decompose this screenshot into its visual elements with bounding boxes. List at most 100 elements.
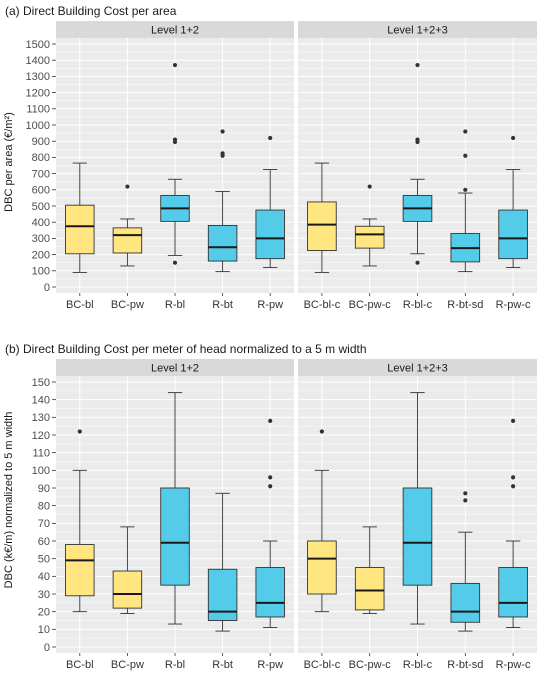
x-tick-label: BC-pw-c (349, 299, 392, 311)
y-tick-label: 1000 (26, 120, 50, 132)
chart-b: (b) Direct Building Cost per meter of he… (3, 342, 537, 671)
y-tick-label: 80 (38, 500, 50, 512)
y-tick-label: 130 (32, 412, 50, 424)
box-R-bt (207, 492, 238, 632)
outlier-point (463, 187, 468, 192)
outlier-point (463, 153, 468, 158)
box-iqr (112, 570, 143, 609)
y-tick-label: 100 (32, 266, 50, 278)
chart-a-panel-level123: Level 1+2+3 BC-bl-c BC-pw-c R-bl-c R-bt-sd R… (298, 21, 537, 311)
box-iqr (498, 567, 528, 618)
x-tick-label: R-bl-c (403, 299, 433, 311)
y-tick-label: 10 (38, 624, 50, 636)
box-iqr (65, 544, 95, 597)
box-BC-pw (112, 526, 143, 614)
box-R-bt (207, 129, 238, 273)
chart-b-strip-level12-label: Level 1+2 (151, 363, 199, 375)
box-iqr (207, 224, 238, 262)
outlier-point (268, 418, 273, 423)
chart-b-panel-level123-boxes (307, 392, 528, 632)
box-BC-pw (112, 184, 143, 267)
box-iqr (112, 227, 143, 254)
y-tick-label: 500 (32, 201, 50, 213)
chart-b-y-ticks: 0 10 20 30 40 50 60 70 80 90 100 110 120 130 140 150 (32, 377, 56, 654)
box-R-pw-c (498, 418, 528, 629)
y-tick-label: 150 (32, 377, 50, 389)
y-tick-label: 600 (32, 185, 50, 197)
chart-b-y-axis-label: DBC (k€/m) normalized to 5 m width (3, 412, 15, 589)
x-tick-label: R-pw (257, 299, 283, 311)
box-BC-pw-c (354, 184, 385, 267)
chart-a-y-ticks: 0 100 200 300 400 500 600 700 800 900 1000 1100 1200… (26, 39, 56, 294)
y-tick-label: 200 (32, 249, 50, 261)
chart-a-panel-level123-boxes (307, 62, 528, 273)
chart-b-strip-level123-label: Level 1+2+3 (387, 363, 448, 375)
box-BC-bl-c (307, 429, 337, 613)
y-tick-label: 400 (32, 217, 50, 229)
chart-b-panel-level123: Level 1+2+3 BC-bl-c BC-pw-c R-bl-c R-bt-sd R… (298, 359, 537, 671)
x-tick-label: BC-pw-c (349, 659, 392, 671)
y-tick-label: 30 (38, 589, 50, 601)
chart-b-title: (b) Direct Building Cost per meter of he… (5, 342, 367, 356)
box-iqr (450, 582, 481, 623)
outlier-point (415, 260, 420, 265)
chart-b-strip-level12 (56, 359, 294, 376)
box-BC-bl (65, 429, 95, 613)
x-tick-label: R-bt (212, 299, 233, 311)
box-R-bl-c (402, 392, 433, 625)
chart-a-panel-level12-x-ticks: BC-bl BC-pw R-bl R-bt R-pw (66, 293, 283, 311)
x-tick-label: BC-pw (111, 659, 144, 671)
box-R-pw (255, 135, 285, 269)
y-tick-label: 60 (38, 536, 50, 548)
box-R-bt-sd (450, 129, 481, 273)
box-R-bl (160, 392, 190, 625)
box-iqr (255, 209, 285, 260)
y-tick-label: 800 (32, 152, 50, 164)
x-tick-label: R-pw-c (496, 299, 531, 311)
y-tick-label: 90 (38, 483, 50, 495)
y-tick-label: 20 (38, 606, 50, 618)
box-R-pw (255, 418, 285, 629)
outlier-point (268, 135, 273, 141)
outlier-point (463, 498, 468, 503)
x-tick-label: R-bt-sd (447, 299, 483, 311)
x-tick-label: BC-bl (66, 659, 94, 671)
y-tick-label: 100 (32, 465, 50, 477)
y-tick-label: 40 (38, 571, 50, 583)
y-tick-label: 110 (32, 447, 50, 459)
chart-a-strip-level12-label: Level 1+2 (151, 25, 199, 37)
chart-b-panel-level123-x-ticks: BC-bl-c BC-pw-c R-bl-c R-bt-sd R-pw-c (304, 653, 531, 671)
y-tick-label: 50 (38, 553, 50, 565)
chart-a-strip-level12 (56, 21, 294, 38)
box-iqr (354, 225, 385, 249)
x-tick-label: BC-bl (66, 299, 94, 311)
chart-a-y-axis-label: DBC per area (€/m²) (3, 112, 15, 212)
chart-a: (a) Direct Building Cost per area DBC pe… (3, 4, 537, 311)
x-tick-label: BC-bl-c (304, 299, 341, 311)
y-tick-label: 1200 (26, 87, 50, 99)
y-tick-label: 1400 (26, 55, 50, 67)
x-tick-label: R-pw-c (496, 659, 531, 671)
y-tick-label: 120 (32, 430, 50, 442)
y-tick-label: 70 (38, 518, 50, 530)
x-tick-label: R-bt-sd (447, 659, 483, 671)
box-iqr (402, 487, 433, 586)
outlier-point (220, 129, 225, 134)
box-iqr (354, 567, 385, 611)
chart-a-panel-level12-boxes (65, 62, 285, 273)
box-iqr (65, 204, 95, 255)
y-tick-label: 900 (32, 136, 50, 148)
box-iqr (307, 540, 337, 595)
y-tick-label: 0 (44, 642, 50, 654)
x-tick-label: R-bl (165, 659, 185, 671)
outlier-point (415, 62, 420, 68)
box-R-bl-c (402, 62, 433, 265)
outlier-point (415, 137, 420, 142)
outlier-point (367, 184, 372, 189)
x-tick-label: R-bt (212, 659, 233, 671)
chart-a-strip-level123 (298, 21, 537, 38)
x-tick-label: BC-pw (111, 299, 144, 311)
chart-a-panel-level12: Level 1+2 BC-bl BC-pw R-bl R-bt R-pw (56, 21, 294, 311)
outlier-point (510, 475, 516, 480)
